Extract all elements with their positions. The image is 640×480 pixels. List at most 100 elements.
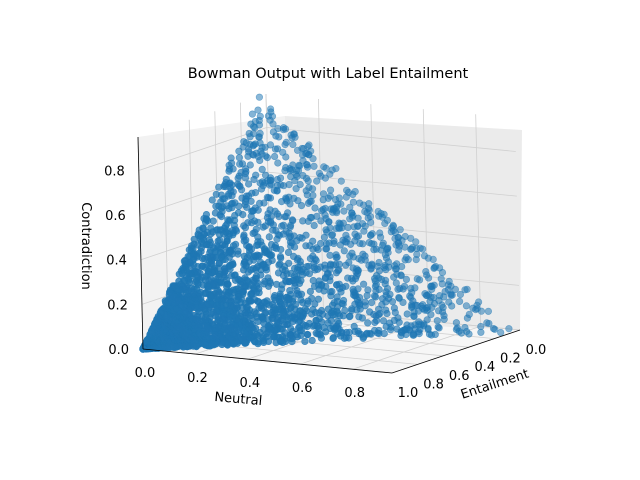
scatter-point [412,256,420,264]
scatter-point [463,314,472,322]
scatter-point [299,217,307,225]
scatter-point [225,167,233,175]
scatter-point [410,312,418,320]
scatter-point [287,242,295,250]
y-tick-label: 0.0 [526,343,547,358]
scatter-point [489,325,498,333]
left-grid-contradiction [138,127,267,171]
scatter-point [309,245,317,253]
scatter-point [244,152,252,160]
scatter-point [288,338,296,346]
z-tick-label: 0.2 [107,298,128,313]
scatter-point [308,336,316,345]
scatter-point [304,199,313,207]
scatter-point [433,317,441,325]
scatter-point [253,241,261,249]
scatter-point [250,175,258,184]
scatter-point [271,152,279,161]
scatter-point [394,285,402,293]
scatter-point [225,205,233,213]
scatter-point [379,317,388,325]
scatter-point [275,213,283,221]
z-axis-label: Contradiction [78,202,93,290]
scatter-point [175,270,183,278]
scatter-point [440,315,448,323]
y-tick-label: 0.2 [500,352,521,367]
scatter-point [345,313,354,321]
scatter-point [274,159,282,167]
scatter-point [255,304,263,312]
scatter-point [332,224,340,233]
y-tick-label: 0.6 [449,369,470,384]
scatter-point [334,329,342,338]
scatter-point [364,319,372,327]
scatter-point [401,256,409,264]
scatter-point [246,133,254,141]
scatter-point [497,328,505,337]
scatter-point [366,308,374,316]
scatter-point [350,223,358,231]
scatter-point [241,224,249,232]
scatter-point [456,297,464,306]
scatter-point [212,202,220,210]
scatter-point [346,215,354,223]
scatter-point [329,208,337,216]
z-tick-label: 0.8 [104,164,125,179]
scatter-point [260,280,268,288]
scatter-point [505,325,513,333]
scatter-point [312,329,320,337]
scatter-point [425,330,434,338]
scatter-point [309,276,317,285]
scatter-point [235,147,243,155]
scatter-point [282,153,290,161]
scatter-point [245,180,253,188]
scatter-point [291,264,299,273]
scatter-point [306,287,315,296]
scatter-point [461,286,469,294]
scatter-point [310,221,318,230]
scatter-point [304,177,312,185]
scatter-point [310,282,319,290]
scatter-point [270,186,278,194]
scatter-point [393,325,401,333]
scatter-point [309,155,317,163]
scatter-point [452,325,461,334]
scatter-point [293,146,302,154]
scatter-point [319,190,328,198]
scatter-point [286,200,294,208]
scatter-point [390,273,398,281]
scatter-point [346,252,354,260]
scatter-point [317,217,325,225]
scatter-point [254,317,262,326]
z-tick-label: 0.4 [106,254,127,269]
scatter-point [261,249,269,257]
scatter-point [430,264,438,272]
scatter-point [320,233,329,241]
scatter-point [413,275,421,283]
scatter-point [365,239,373,247]
scatter-point [256,156,264,165]
scatter-point [217,213,226,221]
scatter-point [288,134,296,142]
x-tick-label: 0.6 [292,381,313,396]
scatter-point [367,218,375,227]
scatter-point [273,280,281,288]
scatter-point [271,145,280,153]
scatter-point [271,244,279,252]
scatter-point [291,177,299,185]
scatter-point [381,219,389,228]
scatter-points [139,93,513,353]
scatter-point [269,226,277,234]
y-tick-label: 1.0 [398,386,419,401]
scatter-point [299,299,307,307]
scatter-point [399,298,407,307]
x-axis-label: Neutral [214,390,263,409]
x-tick-label: 0.8 [344,386,365,401]
scatter-point [263,193,271,201]
scatter-point [420,252,429,260]
scatter-point [355,313,363,321]
scatter-point [243,203,251,211]
y-tick-label: 0.4 [474,360,495,375]
